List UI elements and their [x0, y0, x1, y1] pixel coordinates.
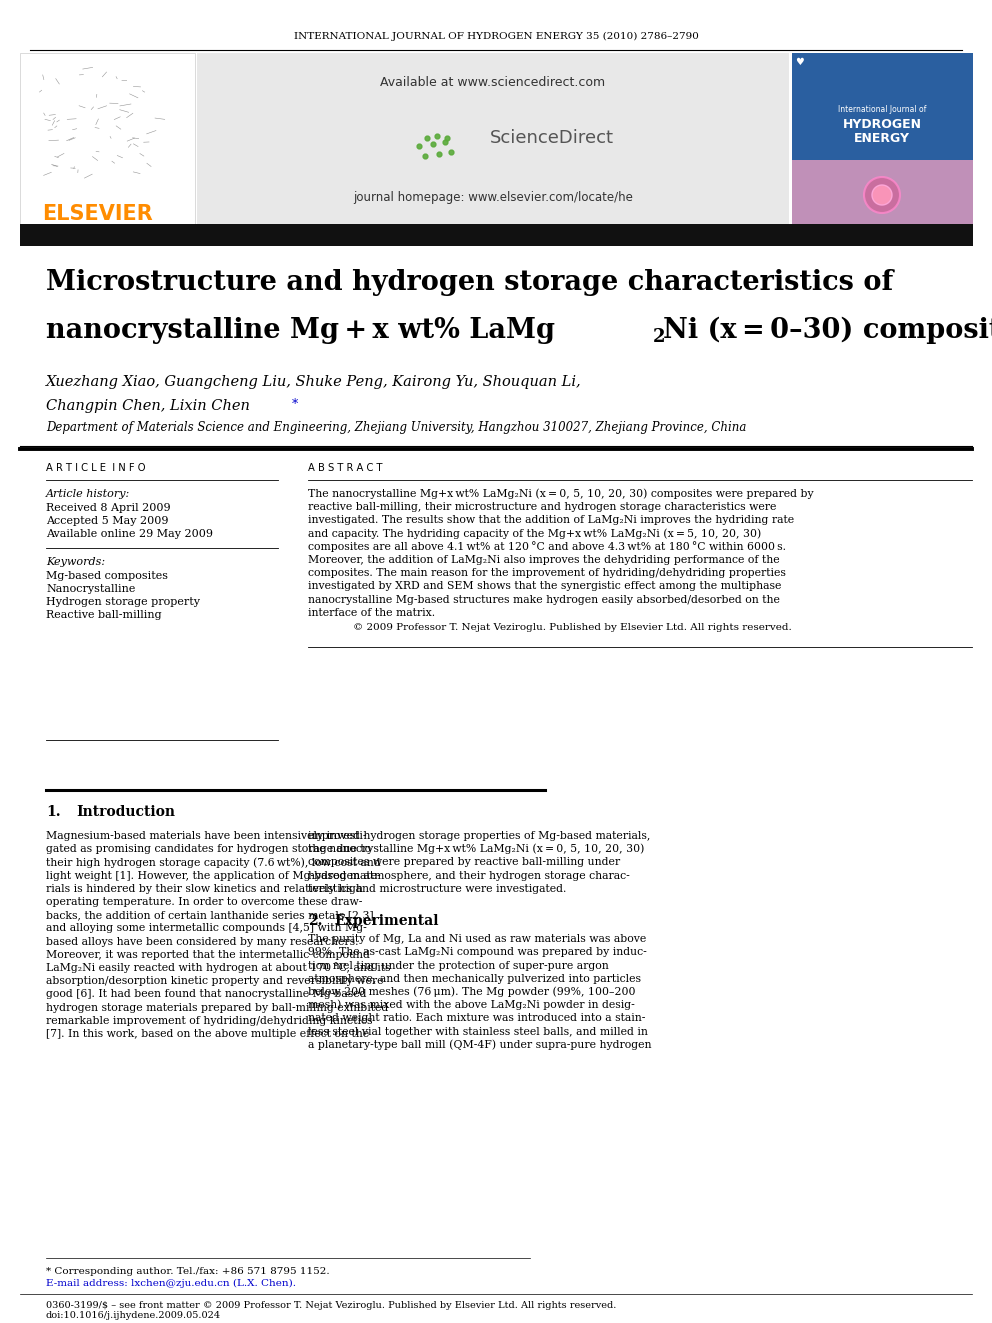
Text: absorption/desorption kinetic property and reversibility were: absorption/desorption kinetic property a…	[46, 976, 384, 986]
Text: ENERGY: ENERGY	[854, 132, 910, 146]
Text: The purity of Mg, La and Ni used as raw materials was above: The purity of Mg, La and Ni used as raw …	[308, 934, 646, 945]
Text: nanocrystalline Mg + x wt% LaMg: nanocrystalline Mg + x wt% LaMg	[46, 316, 555, 344]
Text: a planetary-type ball mill (QM-4F) under supra-pure hydrogen: a planetary-type ball mill (QM-4F) under…	[308, 1040, 652, 1050]
Text: 99%. The as-cast LaMg₂Ni compound was prepared by induc-: 99%. The as-cast LaMg₂Ni compound was pr…	[308, 947, 647, 958]
Bar	[792, 53, 973, 228]
Text: 2: 2	[653, 328, 666, 347]
Text: 1.: 1.	[46, 804, 61, 819]
Text: operating temperature. In order to overcome these draw-: operating temperature. In order to overc…	[46, 897, 362, 908]
Text: and alloying some intermetallic compounds [4,5] with Mg-: and alloying some intermetallic compound…	[46, 923, 367, 934]
Text: reactive ball-milling, their microstructure and hydrogen storage characteristics: reactive ball-milling, their microstruct…	[308, 503, 777, 512]
Text: rials is hindered by their slow kinetics and relatively high: rials is hindered by their slow kinetics…	[46, 884, 363, 894]
Text: good [6]. It had been found that nanocrystalline Mg-based: good [6]. It had been found that nanocry…	[46, 990, 366, 999]
Circle shape	[864, 177, 900, 213]
Bar	[197, 53, 789, 228]
Circle shape	[872, 185, 892, 205]
Text: 0360-3199/$ – see front matter © 2009 Professor T. Nejat Veziroglu. Published by: 0360-3199/$ – see front matter © 2009 Pr…	[46, 1301, 616, 1310]
Text: Changpin Chen, Lixin Chen: Changpin Chen, Lixin Chen	[46, 400, 250, 413]
Text: © 2009 Professor T. Nejat Veziroglu. Published by Elsevier Ltd. All rights reser: © 2009 Professor T. Nejat Veziroglu. Pub…	[353, 623, 792, 632]
Text: composites were prepared by reactive ball-milling under: composites were prepared by reactive bal…	[308, 857, 620, 868]
Text: interface of the matrix.: interface of the matrix.	[308, 607, 435, 618]
Text: [7]. In this work, based on the above multiple effect on the: [7]. In this work, based on the above mu…	[46, 1029, 369, 1039]
Text: the nanocrystalline Mg+x wt% LaMg₂Ni (x = 0, 5, 10, 20, 30): the nanocrystalline Mg+x wt% LaMg₂Ni (x …	[308, 844, 645, 855]
Text: nated weight ratio. Each mixture was introduced into a stain-: nated weight ratio. Each mixture was int…	[308, 1013, 646, 1024]
Text: investigated. The results show that the addition of LaMg₂Ni improves the hydridi: investigated. The results show that the …	[308, 516, 795, 525]
Text: improved hydrogen storage properties of Mg-based materials,: improved hydrogen storage properties of …	[308, 831, 651, 841]
Text: and capacity. The hydriding capacity of the Mg+x wt% LaMg₂Ni (x = 5, 10, 20, 30): and capacity. The hydriding capacity of …	[308, 528, 761, 538]
Text: A B S T R A C T: A B S T R A C T	[308, 463, 383, 474]
Text: 2.: 2.	[308, 914, 322, 929]
Text: Reactive ball-milling: Reactive ball-milling	[46, 610, 162, 620]
Text: LaMg₂Ni easily reacted with hydrogen at about 170 °C, and its: LaMg₂Ni easily reacted with hydrogen at …	[46, 963, 391, 974]
Text: Xuezhang Xiao, Guangcheng Liu, Shuke Peng, Kairong Yu, Shouquan Li,: Xuezhang Xiao, Guangcheng Liu, Shuke Pen…	[46, 374, 581, 389]
Text: Introduction: Introduction	[76, 804, 175, 819]
Text: *: *	[292, 397, 299, 410]
Text: their high hydrogen storage capacity (7.6 wt%), low cost and: their high hydrogen storage capacity (7.…	[46, 857, 381, 868]
Bar	[792, 53, 973, 160]
Text: HYDROGEN: HYDROGEN	[842, 119, 922, 131]
Text: composites. The main reason for the improvement of hydriding/dehydriding propert: composites. The main reason for the impr…	[308, 568, 786, 578]
Text: Magnesium-based materials have been intensively investi-: Magnesium-based materials have been inte…	[46, 831, 366, 841]
Text: Available at www.sciencedirect.com: Available at www.sciencedirect.com	[381, 75, 605, 89]
Text: Article history:: Article history:	[46, 490, 130, 499]
Text: Accepted 5 May 2009: Accepted 5 May 2009	[46, 516, 169, 527]
Text: The nanocrystalline Mg+x wt% LaMg₂Ni (x = 0, 5, 10, 20, 30) composites were prep: The nanocrystalline Mg+x wt% LaMg₂Ni (x …	[308, 488, 813, 499]
Text: Hydrogen storage property: Hydrogen storage property	[46, 597, 200, 607]
Text: Microstructure and hydrogen storage characteristics of: Microstructure and hydrogen storage char…	[46, 269, 893, 295]
Text: Experimental: Experimental	[334, 914, 438, 929]
Text: Ni (x = 0–30) composites: Ni (x = 0–30) composites	[663, 316, 992, 344]
Text: Mg-based composites: Mg-based composites	[46, 572, 168, 581]
Text: ♥: ♥	[795, 57, 804, 67]
Text: gated as promising candidates for hydrogen storage due to: gated as promising candidates for hydrog…	[46, 844, 371, 855]
Text: Keywords:: Keywords:	[46, 557, 105, 568]
Text: Nanocrystalline: Nanocrystalline	[46, 583, 135, 594]
Text: ELSEVIER: ELSEVIER	[42, 204, 153, 224]
Text: A R T I C L E  I N F O: A R T I C L E I N F O	[46, 463, 146, 474]
Text: hydrogen storage materials prepared by ball-milling exhibited: hydrogen storage materials prepared by b…	[46, 1003, 388, 1012]
Text: based alloys have been considered by many researchers.: based alloys have been considered by man…	[46, 937, 358, 946]
Text: INTERNATIONAL JOURNAL OF HYDROGEN ENERGY 35 (2010) 2786–2790: INTERNATIONAL JOURNAL OF HYDROGEN ENERGY…	[294, 32, 698, 41]
Text: investigated by XRD and SEM shows that the synergistic effect among the multipha: investigated by XRD and SEM shows that t…	[308, 581, 782, 591]
Text: doi:10.1016/j.ijhydene.2009.05.024: doi:10.1016/j.ijhydene.2009.05.024	[46, 1311, 221, 1320]
Text: below 200 meshes (76 μm). The Mg powder (99%, 100–200: below 200 meshes (76 μm). The Mg powder …	[308, 987, 636, 998]
Bar	[20, 53, 195, 228]
Text: teristics and microstructure were investigated.: teristics and microstructure were invest…	[308, 884, 566, 894]
Text: tion mel ting under the protection of super-pure argon: tion mel ting under the protection of su…	[308, 960, 609, 971]
Text: * Corresponding author. Tel./fax: +86 571 8795 1152.: * Corresponding author. Tel./fax: +86 57…	[46, 1266, 329, 1275]
Text: International Journal of: International Journal of	[838, 106, 927, 115]
Text: hydrogen atmosphere, and their hydrogen storage charac-: hydrogen atmosphere, and their hydrogen …	[308, 871, 630, 881]
Text: Moreover, the addition of LaMg₂Ni also improves the dehydriding performance of t: Moreover, the addition of LaMg₂Ni also i…	[308, 556, 780, 565]
Text: composites are all above 4.1 wt% at 120 °C and above 4.3 wt% at 180 °C within 60: composites are all above 4.1 wt% at 120 …	[308, 541, 786, 552]
Text: atmosphere, and then mechanically pulverized into particles: atmosphere, and then mechanically pulver…	[308, 974, 641, 984]
Text: light weight [1]. However, the application of Mg-based mate-: light weight [1]. However, the applicati…	[46, 871, 381, 881]
Text: backs, the addition of certain lanthanide series metals [2,3]: backs, the addition of certain lanthanid…	[46, 910, 374, 921]
Text: mesh) was mixed with the above LaMg₂Ni powder in desig-: mesh) was mixed with the above LaMg₂Ni p…	[308, 1000, 635, 1011]
Text: Moreover, it was reported that the intermetallic compound: Moreover, it was reported that the inter…	[46, 950, 370, 959]
Bar	[20, 224, 973, 246]
Text: Department of Materials Science and Engineering, Zhejiang University, Hangzhou 3: Department of Materials Science and Engi…	[46, 422, 746, 434]
Text: journal homepage: www.elsevier.com/locate/he: journal homepage: www.elsevier.com/locat…	[353, 192, 633, 205]
Text: Received 8 April 2009: Received 8 April 2009	[46, 503, 171, 513]
Text: E-mail address: lxchen@zju.edu.cn (L.X. Chen).: E-mail address: lxchen@zju.edu.cn (L.X. …	[46, 1278, 296, 1287]
Text: nanocrystalline Mg-based structures make hydrogen easily absorbed/desorbed on th: nanocrystalline Mg-based structures make…	[308, 594, 780, 605]
Text: Available online 29 May 2009: Available online 29 May 2009	[46, 529, 213, 538]
Text: less steel vial together with stainless steel balls, and milled in: less steel vial together with stainless …	[308, 1027, 648, 1037]
Bar	[792, 160, 973, 228]
Text: remarkable improvement of hydriding/dehydriding kinetics: remarkable improvement of hydriding/dehy…	[46, 1016, 373, 1025]
Text: ScienceDirect: ScienceDirect	[490, 130, 614, 147]
